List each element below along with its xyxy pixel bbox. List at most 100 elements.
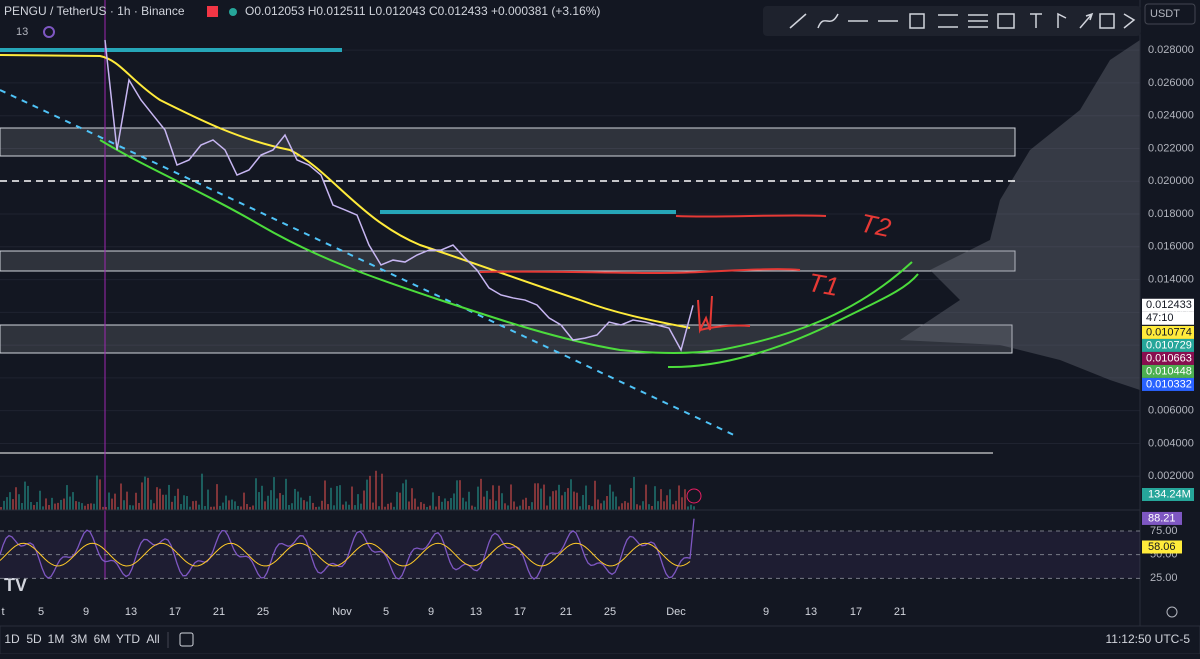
range-button[interactable]: 6M (94, 632, 111, 646)
volume-bar-decor (516, 506, 518, 510)
volume-bar-decor (291, 503, 293, 510)
currency-box[interactable] (1144, 3, 1196, 25)
volume-bar-decor (153, 503, 155, 510)
volume-bar-decor (420, 502, 422, 510)
zone (0, 250, 1016, 272)
volume-bar-decor (648, 504, 650, 510)
volume-bar-decor (255, 478, 257, 510)
volume-bar-decor (609, 484, 611, 510)
volume-bar-decor (525, 497, 527, 510)
status-dot (229, 8, 237, 16)
volume-bar-decor (177, 488, 179, 510)
range-button[interactable]: 1M (48, 632, 65, 646)
volume-bar-decor (270, 490, 272, 510)
volume-bar-decor (192, 501, 194, 510)
x-tick-label: 17 (514, 606, 526, 618)
flag[interactable] (207, 6, 218, 17)
price-label-box (1142, 298, 1194, 312)
volume-bar-decor (591, 506, 593, 510)
volume-bar-decor (57, 502, 59, 510)
range-button[interactable]: 5D (26, 632, 42, 646)
rsi-label: 88.21 (1148, 512, 1176, 524)
drawing-toolbar (763, 6, 1141, 36)
volume-bar-decor (351, 486, 353, 510)
x-tick-label: 9 (428, 606, 434, 618)
volume-bar-decor (156, 487, 158, 510)
indicator-icon[interactable] (43, 26, 55, 38)
volume-bar-decor (645, 484, 647, 510)
volume-bar-decor (324, 480, 326, 510)
indicator-count[interactable]: 13 (16, 26, 28, 38)
volume-bar-decor (336, 486, 338, 510)
volume-bar-decor (690, 504, 692, 510)
annotation: T1 (806, 267, 841, 302)
volume-bar-decor (348, 504, 350, 510)
range-button[interactable]: All (146, 632, 159, 646)
volume-bar-decor (207, 489, 209, 510)
range-button[interactable]: YTD (116, 632, 140, 646)
volume-bar-decor (492, 485, 494, 510)
volume-bar-decor (603, 500, 605, 510)
volume-bar-decor (162, 494, 164, 510)
clock: 11:12:50 UTC-5 (1106, 632, 1191, 646)
price-line (104, 39, 694, 353)
y-tick-label: 0.014000 (1148, 273, 1194, 285)
toolbar-icons[interactable] (789, 12, 1136, 29)
price-label: 0.010729 (1146, 339, 1192, 351)
volume-bar-decor (90, 503, 92, 510)
volume-bar-decor (366, 479, 368, 510)
range-button[interactable]: 3M (71, 632, 88, 646)
date-range-icon[interactable] (179, 632, 194, 647)
y-tick-label: 0.002000 (1148, 470, 1194, 482)
x-tick-label: 5 (383, 606, 389, 618)
volume-bar-decor (84, 505, 86, 510)
volume-bar-decor (468, 491, 470, 510)
x-tick-label: 5 (38, 606, 44, 618)
volume-bar-decor (456, 480, 458, 510)
volume-bar-decor (432, 492, 434, 510)
volume-bar-decor (426, 506, 428, 510)
price-label: 0.010332 (1146, 378, 1192, 390)
volume-bar-decor (201, 473, 203, 510)
y-tick-label: 0.006000 (1148, 405, 1194, 417)
volume-bar-decor (552, 491, 554, 510)
volume-bar-decor (69, 496, 71, 510)
volume-bar-decor (495, 500, 497, 510)
volume-bar-decor (282, 494, 284, 510)
volume-bar-decor (345, 501, 347, 510)
volume-bar-decor (303, 500, 305, 510)
volume-bar-decor (249, 506, 251, 510)
x-tick-label: 25 (604, 606, 616, 618)
volume-bar-decor (225, 495, 227, 510)
volume-bar-decor (513, 501, 515, 510)
range-button[interactable]: 1D (4, 632, 20, 646)
volume-bar-decor (210, 506, 212, 510)
volume-bar-decor (99, 479, 101, 510)
volume-bar-decor (267, 495, 269, 510)
zone (0, 324, 1013, 354)
volume-bar-decor (447, 501, 449, 510)
settings-icon[interactable] (1166, 606, 1178, 618)
annotation: T2 (858, 208, 894, 244)
volume-bar-decor (231, 499, 233, 510)
volume-bar-decor (339, 485, 341, 510)
volume-label-box (1142, 488, 1194, 501)
volume-bar-decor (378, 506, 380, 510)
x-tick-label: Nov (332, 606, 352, 618)
volume-bar-decor (654, 486, 656, 510)
volume-bar-decor (360, 503, 362, 510)
volume-bar-decor (573, 491, 575, 510)
volume-bar-decor (621, 503, 623, 510)
volume-bar-decor (372, 502, 374, 510)
volume-bar-decor (636, 504, 638, 510)
volume-bar-decor (612, 491, 614, 510)
volume-bar-decor (21, 503, 23, 510)
volume-bar-decor (180, 504, 182, 510)
volume-bar-decor (333, 505, 335, 510)
volume-bar-decor (402, 483, 404, 510)
volume-bar-decor (399, 492, 401, 510)
price-label-box (1142, 377, 1194, 391)
volume-bar-decor (450, 498, 452, 510)
volume-bar-decor (639, 505, 641, 510)
